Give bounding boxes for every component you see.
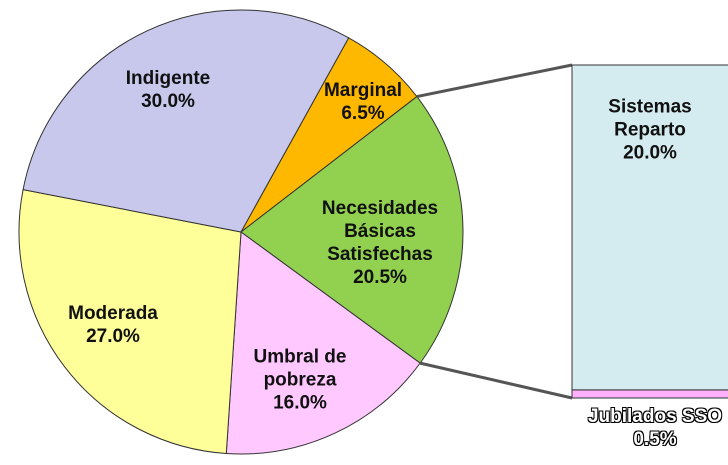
slice-label: Moderada 27.0%	[43, 302, 183, 348]
slice-label: Indigente 30.0%	[88, 67, 248, 113]
slice-label-line: Marginal	[323, 80, 403, 101]
bar-label-line: Sistemas Reparto	[608, 96, 692, 141]
bar-label-line: 20.0%	[623, 142, 677, 164]
pie-slice	[18, 189, 242, 455]
bar-label-line: 0.5%	[633, 429, 677, 450]
slice-label: Necesidades Básicas Satisfechas 20.5%	[295, 197, 465, 289]
bar-label-line: Jubilados SSO	[587, 406, 723, 427]
slice-label-line: 27.0%	[86, 326, 140, 347]
slice-label-line: Indigente	[125, 68, 211, 89]
slice-label-line: 30.0%	[141, 91, 195, 112]
connector	[419, 361, 573, 400]
bar-segment	[571, 389, 728, 399]
connector	[416, 63, 573, 99]
slice-label-line: 16.0%	[273, 392, 327, 414]
bar-label: Sistemas Reparto 20.0%	[575, 96, 725, 165]
slice-label-line: Moderada	[68, 303, 158, 324]
slice-label: Marginal 6.5%	[308, 79, 418, 125]
slice-label-line: Umbral de pobreza	[253, 346, 347, 391]
pie-slice	[225, 231, 421, 455]
slice-label-line: 20.5%	[353, 267, 407, 288]
pie-slice	[240, 95, 464, 364]
bar-segment	[571, 64, 728, 391]
slice-label-line: Necesidades Básicas Satisfechas	[321, 198, 439, 265]
slice-label: Umbral de pobreza 16.0%	[230, 346, 370, 415]
slice-label-line: 6.5%	[341, 103, 385, 124]
bar-label: Jubilados SSO 0.5%	[580, 405, 728, 451]
pie-slice	[22, 9, 350, 233]
